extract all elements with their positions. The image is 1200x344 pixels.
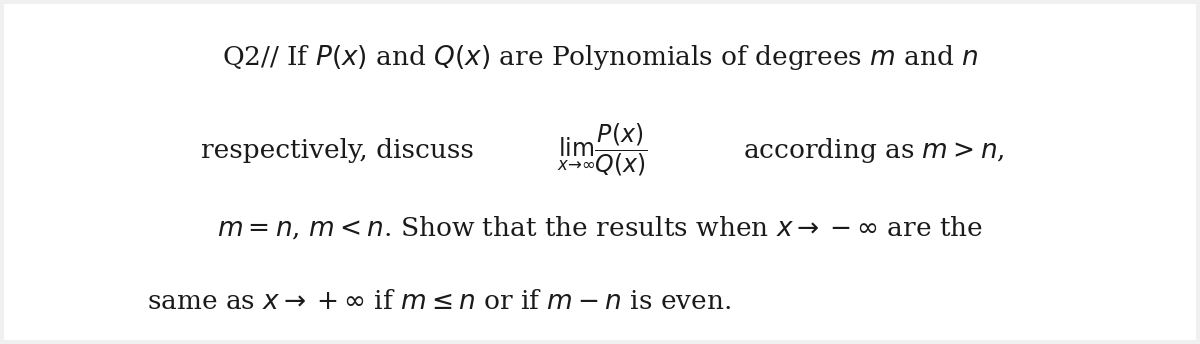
Text: $m=n$, $m<n$. Show that the results when $x\to -\infty$ are the: $m=n$, $m<n$. Show that the results when…: [217, 214, 983, 241]
Text: according as $m>n$,: according as $m>n$,: [743, 136, 1004, 165]
Text: $\lim_{x\to\infty}\dfrac{P(x)}{Q(x)}$: $\lim_{x\to\infty}\dfrac{P(x)}{Q(x)}$: [557, 122, 648, 179]
Text: Q2// If $P(x)$ and $Q(x)$ are Polynomials of degrees $m$ and $n$: Q2// If $P(x)$ and $Q(x)$ are Polynomial…: [222, 43, 978, 72]
FancyBboxPatch shape: [4, 4, 1196, 340]
Text: respectively, discuss: respectively, discuss: [202, 138, 474, 163]
Text: same as $x\to +\infty$ if $m\leq n$ or if $m-n$ is even.: same as $x\to +\infty$ if $m\leq n$ or i…: [146, 289, 731, 314]
